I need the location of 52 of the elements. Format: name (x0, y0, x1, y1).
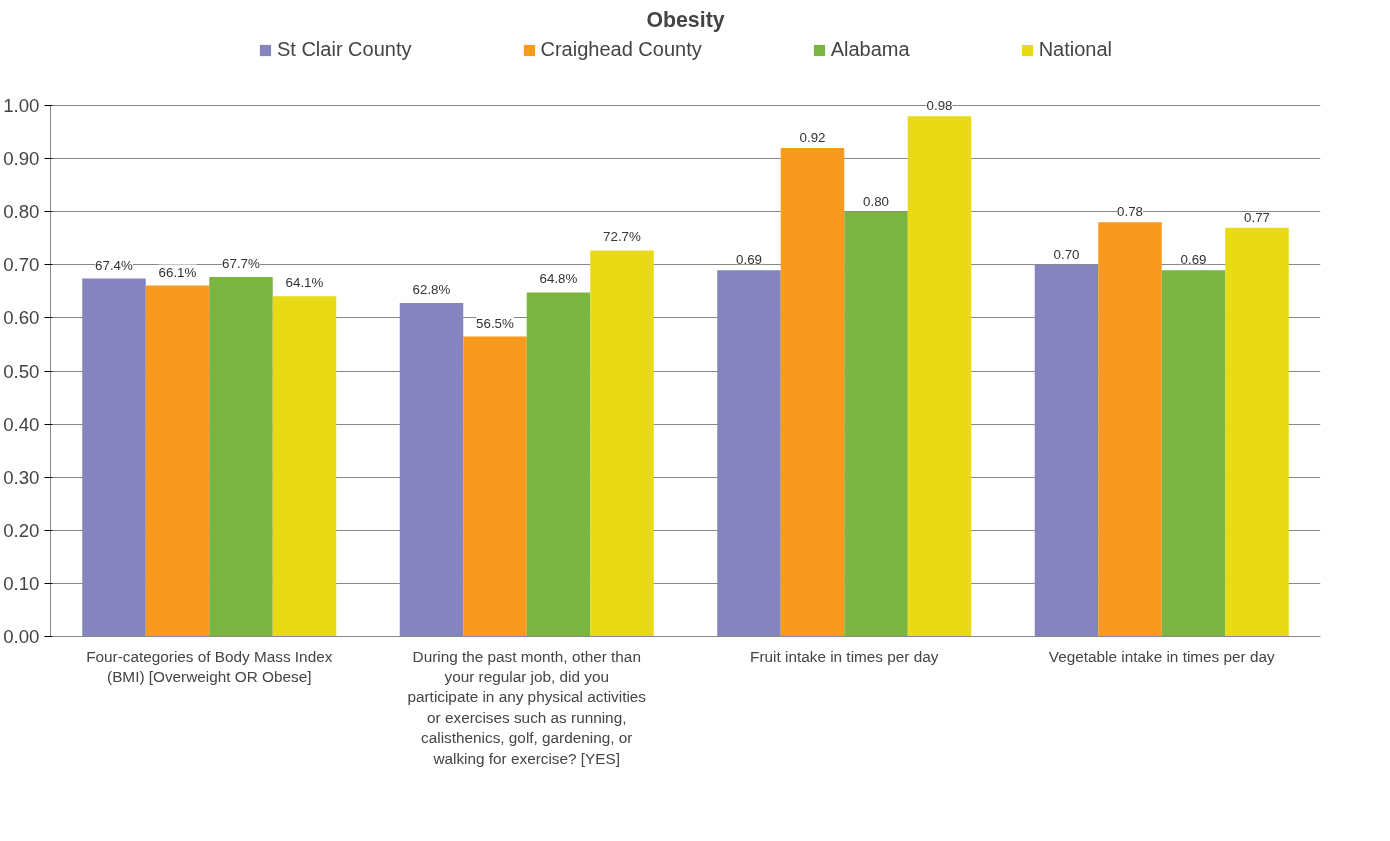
data-label: 64.8% (539, 271, 578, 287)
y-tick-label: 0.90 (3, 148, 40, 170)
bar (1034, 264, 1099, 637)
y-tick-label: 0.60 (3, 307, 40, 329)
data-label: 0.78 (1117, 204, 1143, 220)
y-tick-label: 0.20 (3, 519, 40, 541)
bar (590, 250, 654, 637)
data-label: 0.70 (1053, 246, 1080, 262)
bar (907, 116, 972, 637)
bar (717, 270, 781, 637)
bar (526, 292, 591, 637)
data-label: 0.80 (863, 193, 889, 209)
data-label: 0.69 (736, 252, 762, 268)
y-tick-label: 0.80 (3, 201, 40, 223)
y-tick-label: 0.70 (3, 254, 40, 276)
data-label: 0.77 (1244, 209, 1270, 225)
data-label: 67.4% (95, 257, 134, 273)
bar (780, 148, 845, 637)
bar (145, 285, 210, 637)
data-label: 0.92 (799, 130, 826, 145)
bar (463, 336, 527, 637)
data-label: 0.98 (926, 98, 953, 114)
x-tick-label: Vegetable intake in times per day (1048, 647, 1275, 665)
data-label: 62.8% (412, 282, 451, 298)
bar (82, 278, 146, 637)
data-label: 0.69 (1180, 252, 1207, 268)
bar (844, 211, 908, 637)
bar (209, 277, 273, 637)
y-tick-label: 0.00 (3, 626, 40, 647)
legend-label: Alabama (830, 38, 910, 61)
y-tick-label: 0.50 (3, 360, 40, 382)
y-tick-label: 1.00 (3, 95, 40, 117)
bar (1225, 227, 1289, 637)
x-tick-label: Fruit intake in times per day (750, 647, 939, 665)
bar (272, 296, 337, 637)
x-tick-label: Four-categories of Body Mass Index (BMI) [Overweight OR Obese] (86, 647, 333, 685)
data-label: 72.7% (603, 229, 642, 245)
legend-label: National (1038, 38, 1113, 61)
data-label: 64.1% (285, 275, 324, 291)
bar (399, 303, 464, 637)
y-tick-label: 0.30 (3, 466, 40, 488)
y-tick-label: 0.40 (3, 413, 40, 435)
bar (1161, 270, 1226, 637)
legend-label: Craighead County (540, 38, 702, 61)
data-label: 56.5% (476, 315, 515, 331)
data-label: 67.7% (222, 256, 261, 272)
chart-title: Obesity (646, 7, 725, 32)
legend-label: St Clair County (276, 38, 412, 61)
bar (1098, 222, 1162, 637)
data-label: 66.1% (158, 264, 197, 280)
y-tick-label: 0.10 (3, 572, 40, 594)
x-tick-label: During the past month, other than your regular job, did you participate in any physical activities or exercises such as running, calisthenics, golf, gardening, or walking for exercise? [YES] (407, 647, 647, 767)
